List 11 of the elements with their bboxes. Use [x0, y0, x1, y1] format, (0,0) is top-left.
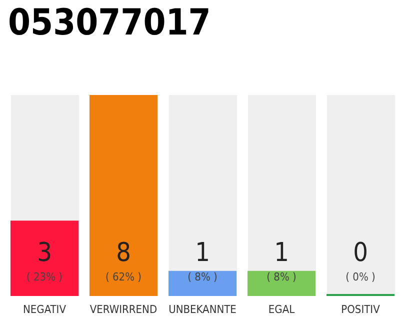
- data-label: 1 ( 8% ): [188, 238, 218, 284]
- data-label: 1 ( 8% ): [266, 238, 296, 284]
- data-label: 3 ( 23% ): [26, 238, 63, 284]
- chart-title: 053077017: [8, 2, 211, 44]
- x-tick-label: EGAL: [268, 303, 296, 316]
- x-tick-label: NEGATIV: [23, 303, 66, 316]
- data-label: 0 ( 0% ): [346, 238, 376, 284]
- data-label: 8 ( 62% ): [105, 238, 142, 284]
- x-tick-label: VERWIRREND: [90, 303, 158, 316]
- x-tick-label: UNBEKANNTE: [168, 303, 236, 316]
- x-tick-label: POSITIV: [341, 303, 380, 316]
